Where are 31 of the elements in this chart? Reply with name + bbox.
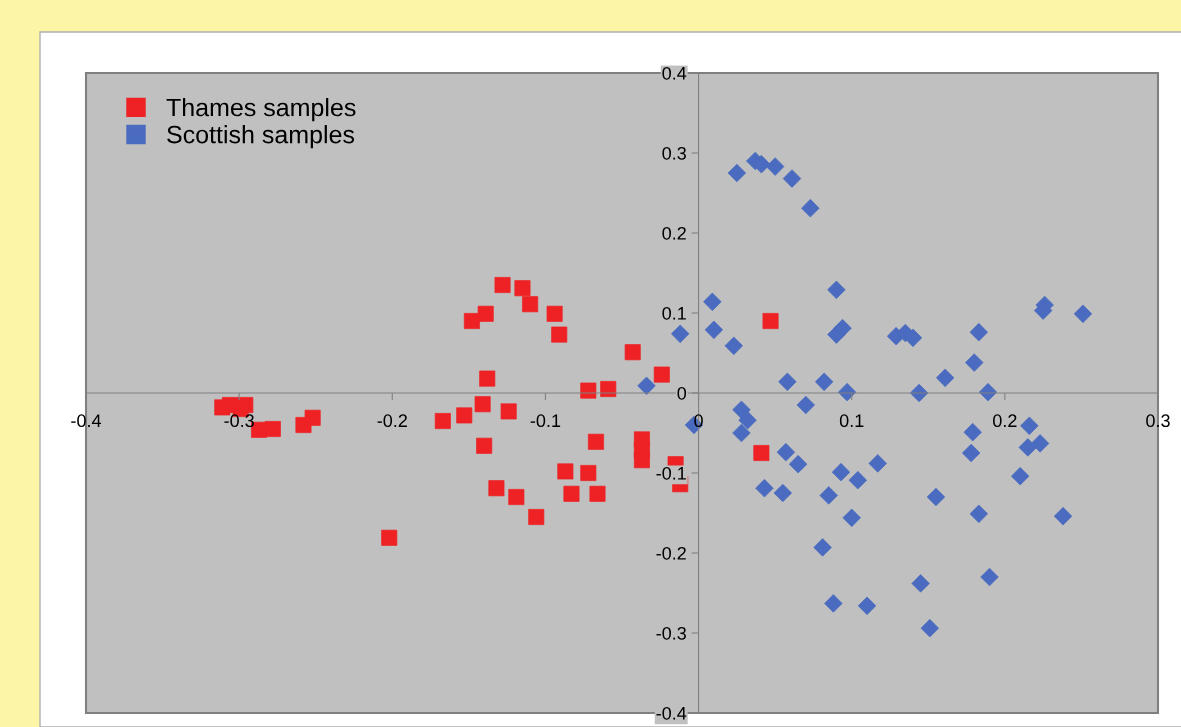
point bbox=[980, 567, 999, 587]
y-tick-label: 0.3 bbox=[662, 146, 686, 160]
point bbox=[782, 169, 802, 188]
point bbox=[633, 452, 650, 469]
x-tick-label: 0.1 bbox=[839, 414, 864, 428]
y-tick-label: 0 bbox=[677, 386, 687, 400]
y-tick-label: 0.4 bbox=[662, 66, 687, 80]
point bbox=[732, 423, 751, 443]
x-tick-label: 0.2 bbox=[993, 414, 1017, 428]
point bbox=[827, 280, 846, 299]
point bbox=[434, 413, 451, 429]
x-tick-label: -0.4 bbox=[71, 414, 102, 428]
x-tick-label: 0.3 bbox=[1146, 414, 1170, 428]
point bbox=[833, 319, 852, 338]
y-tick-label: -0.3 bbox=[656, 626, 686, 640]
x-tick-label: -0.2 bbox=[377, 414, 407, 428]
y-tick-label: -0.1 bbox=[656, 466, 686, 480]
point bbox=[1073, 304, 1093, 323]
point bbox=[463, 313, 480, 329]
y-tick-label: -0.4 bbox=[656, 706, 687, 720]
x-tick-label: -0.1 bbox=[530, 414, 561, 428]
x-tick-label: -0.3 bbox=[224, 414, 254, 428]
legend-label: Scottish samples bbox=[167, 125, 355, 149]
y-tick-label: 0.2 bbox=[662, 226, 686, 240]
legend-label: Thames samples bbox=[166, 98, 356, 122]
y-tick-label: -0.2 bbox=[656, 546, 686, 560]
point bbox=[528, 509, 545, 525]
point bbox=[753, 445, 770, 461]
point bbox=[773, 483, 792, 503]
y-tick-label: 0.1 bbox=[662, 306, 686, 320]
x-tick-label: 0 bbox=[694, 414, 703, 428]
